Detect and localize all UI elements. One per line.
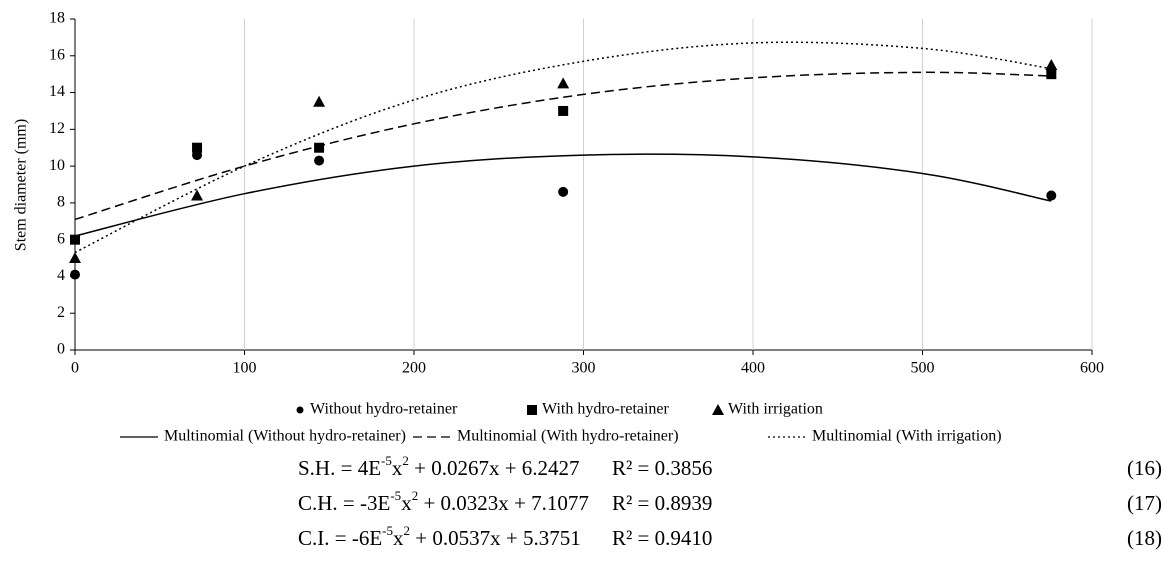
y-tick-label: 2 bbox=[57, 304, 65, 321]
equation-part: x bbox=[393, 526, 404, 550]
marker bbox=[314, 142, 325, 153]
x-tick-label: 500 bbox=[911, 360, 935, 377]
equation-part: x bbox=[401, 491, 412, 515]
legend-label: Multinomial (With hydro-retainer) bbox=[457, 428, 679, 445]
equation-part: 2 bbox=[404, 523, 411, 538]
equation-part: x bbox=[392, 456, 403, 480]
y-tick-label: 4 bbox=[57, 267, 65, 284]
x-tick-label: 300 bbox=[572, 360, 596, 377]
r-squared: R² = 0.3856 bbox=[612, 456, 712, 480]
legend-label: Multinomial (With irrigation) bbox=[812, 428, 1002, 445]
legend-item: With irrigation bbox=[712, 401, 823, 418]
equation-number: (16) bbox=[1127, 456, 1162, 480]
legend-label: Multinomial (Without hydro-retainer) bbox=[164, 428, 406, 445]
legend-item: With hydro-retainer bbox=[527, 401, 670, 418]
equation-part: 2 bbox=[402, 453, 409, 468]
equation-part: 2 bbox=[412, 488, 419, 503]
y-tick-label: 0 bbox=[57, 341, 65, 358]
equation-part: + 0.0267x + 6.2427 bbox=[409, 456, 580, 480]
marker bbox=[558, 105, 569, 116]
trend-line bbox=[74, 153, 1052, 237]
equation-part: -5 bbox=[390, 488, 401, 503]
equation-part: C.I. = -6E bbox=[298, 526, 382, 550]
y-tick-label: 14 bbox=[49, 83, 65, 100]
r-squared: R² = 0.8939 bbox=[612, 491, 712, 515]
marker bbox=[1046, 69, 1057, 80]
r-squared: R² = 0.9410 bbox=[612, 526, 712, 550]
legend-label: With irrigation bbox=[728, 401, 823, 418]
equation-part: + 0.0537x + 5.3751 bbox=[410, 526, 581, 550]
legend-marker bbox=[712, 404, 724, 415]
y-tick-label: 16 bbox=[49, 46, 65, 63]
x-tick-label: 100 bbox=[233, 360, 257, 377]
equation-part: C.H. = -3E bbox=[298, 491, 390, 515]
equation-part: S.H. = 4E bbox=[298, 456, 381, 480]
marker bbox=[1046, 190, 1057, 201]
marker bbox=[557, 77, 570, 89]
x-tick-label: 600 bbox=[1080, 360, 1104, 377]
marker bbox=[313, 95, 326, 107]
equation-number: (18) bbox=[1127, 526, 1162, 550]
legend-item: Multinomial (With irrigation) bbox=[768, 428, 1002, 445]
marker bbox=[192, 142, 203, 153]
equation-part: -5 bbox=[381, 453, 392, 468]
marker bbox=[70, 269, 80, 280]
y-tick-label: 10 bbox=[49, 157, 65, 174]
legend-label: With hydro-retainer bbox=[542, 401, 670, 418]
y-tick-label: 8 bbox=[57, 194, 65, 211]
equation: S.H. = 4E-5x2 + 0.0267x + 6.2427 bbox=[298, 453, 580, 480]
trend-line bbox=[74, 71, 1052, 221]
equation-part: -5 bbox=[382, 523, 393, 538]
legend-marker bbox=[527, 405, 537, 415]
equation: C.H. = -3E-5x2 + 0.0323x + 7.1077 bbox=[298, 488, 589, 515]
y-axis-label: Stem diameter (mm) bbox=[13, 119, 30, 251]
legend-label: Without hydro-retainer bbox=[310, 401, 458, 418]
legend-marker bbox=[296, 406, 304, 414]
equation-part: + 0.0323x + 7.1077 bbox=[418, 491, 589, 515]
x-tick-label: 0 bbox=[71, 360, 79, 377]
legend-item: Multinomial (With hydro-retainer) bbox=[413, 428, 679, 445]
x-tick-label: 200 bbox=[402, 360, 426, 377]
y-tick-label: 18 bbox=[49, 10, 65, 27]
marker bbox=[69, 252, 81, 264]
marker bbox=[70, 234, 80, 245]
trend-line bbox=[74, 41, 1052, 254]
y-tick-label: 6 bbox=[57, 230, 65, 247]
marker bbox=[314, 155, 325, 166]
legend-item: Without hydro-retainer bbox=[296, 401, 458, 418]
equation: C.I. = -6E-5x2 + 0.0537x + 5.3751 bbox=[298, 523, 581, 550]
x-tick-label: 400 bbox=[741, 360, 765, 377]
y-tick-label: 12 bbox=[49, 120, 65, 137]
marker bbox=[558, 186, 569, 197]
equation-number: (17) bbox=[1127, 491, 1162, 515]
marker bbox=[191, 189, 204, 201]
legend-item: Multinomial (Without hydro-retainer) bbox=[120, 428, 406, 445]
marker bbox=[1045, 58, 1058, 70]
